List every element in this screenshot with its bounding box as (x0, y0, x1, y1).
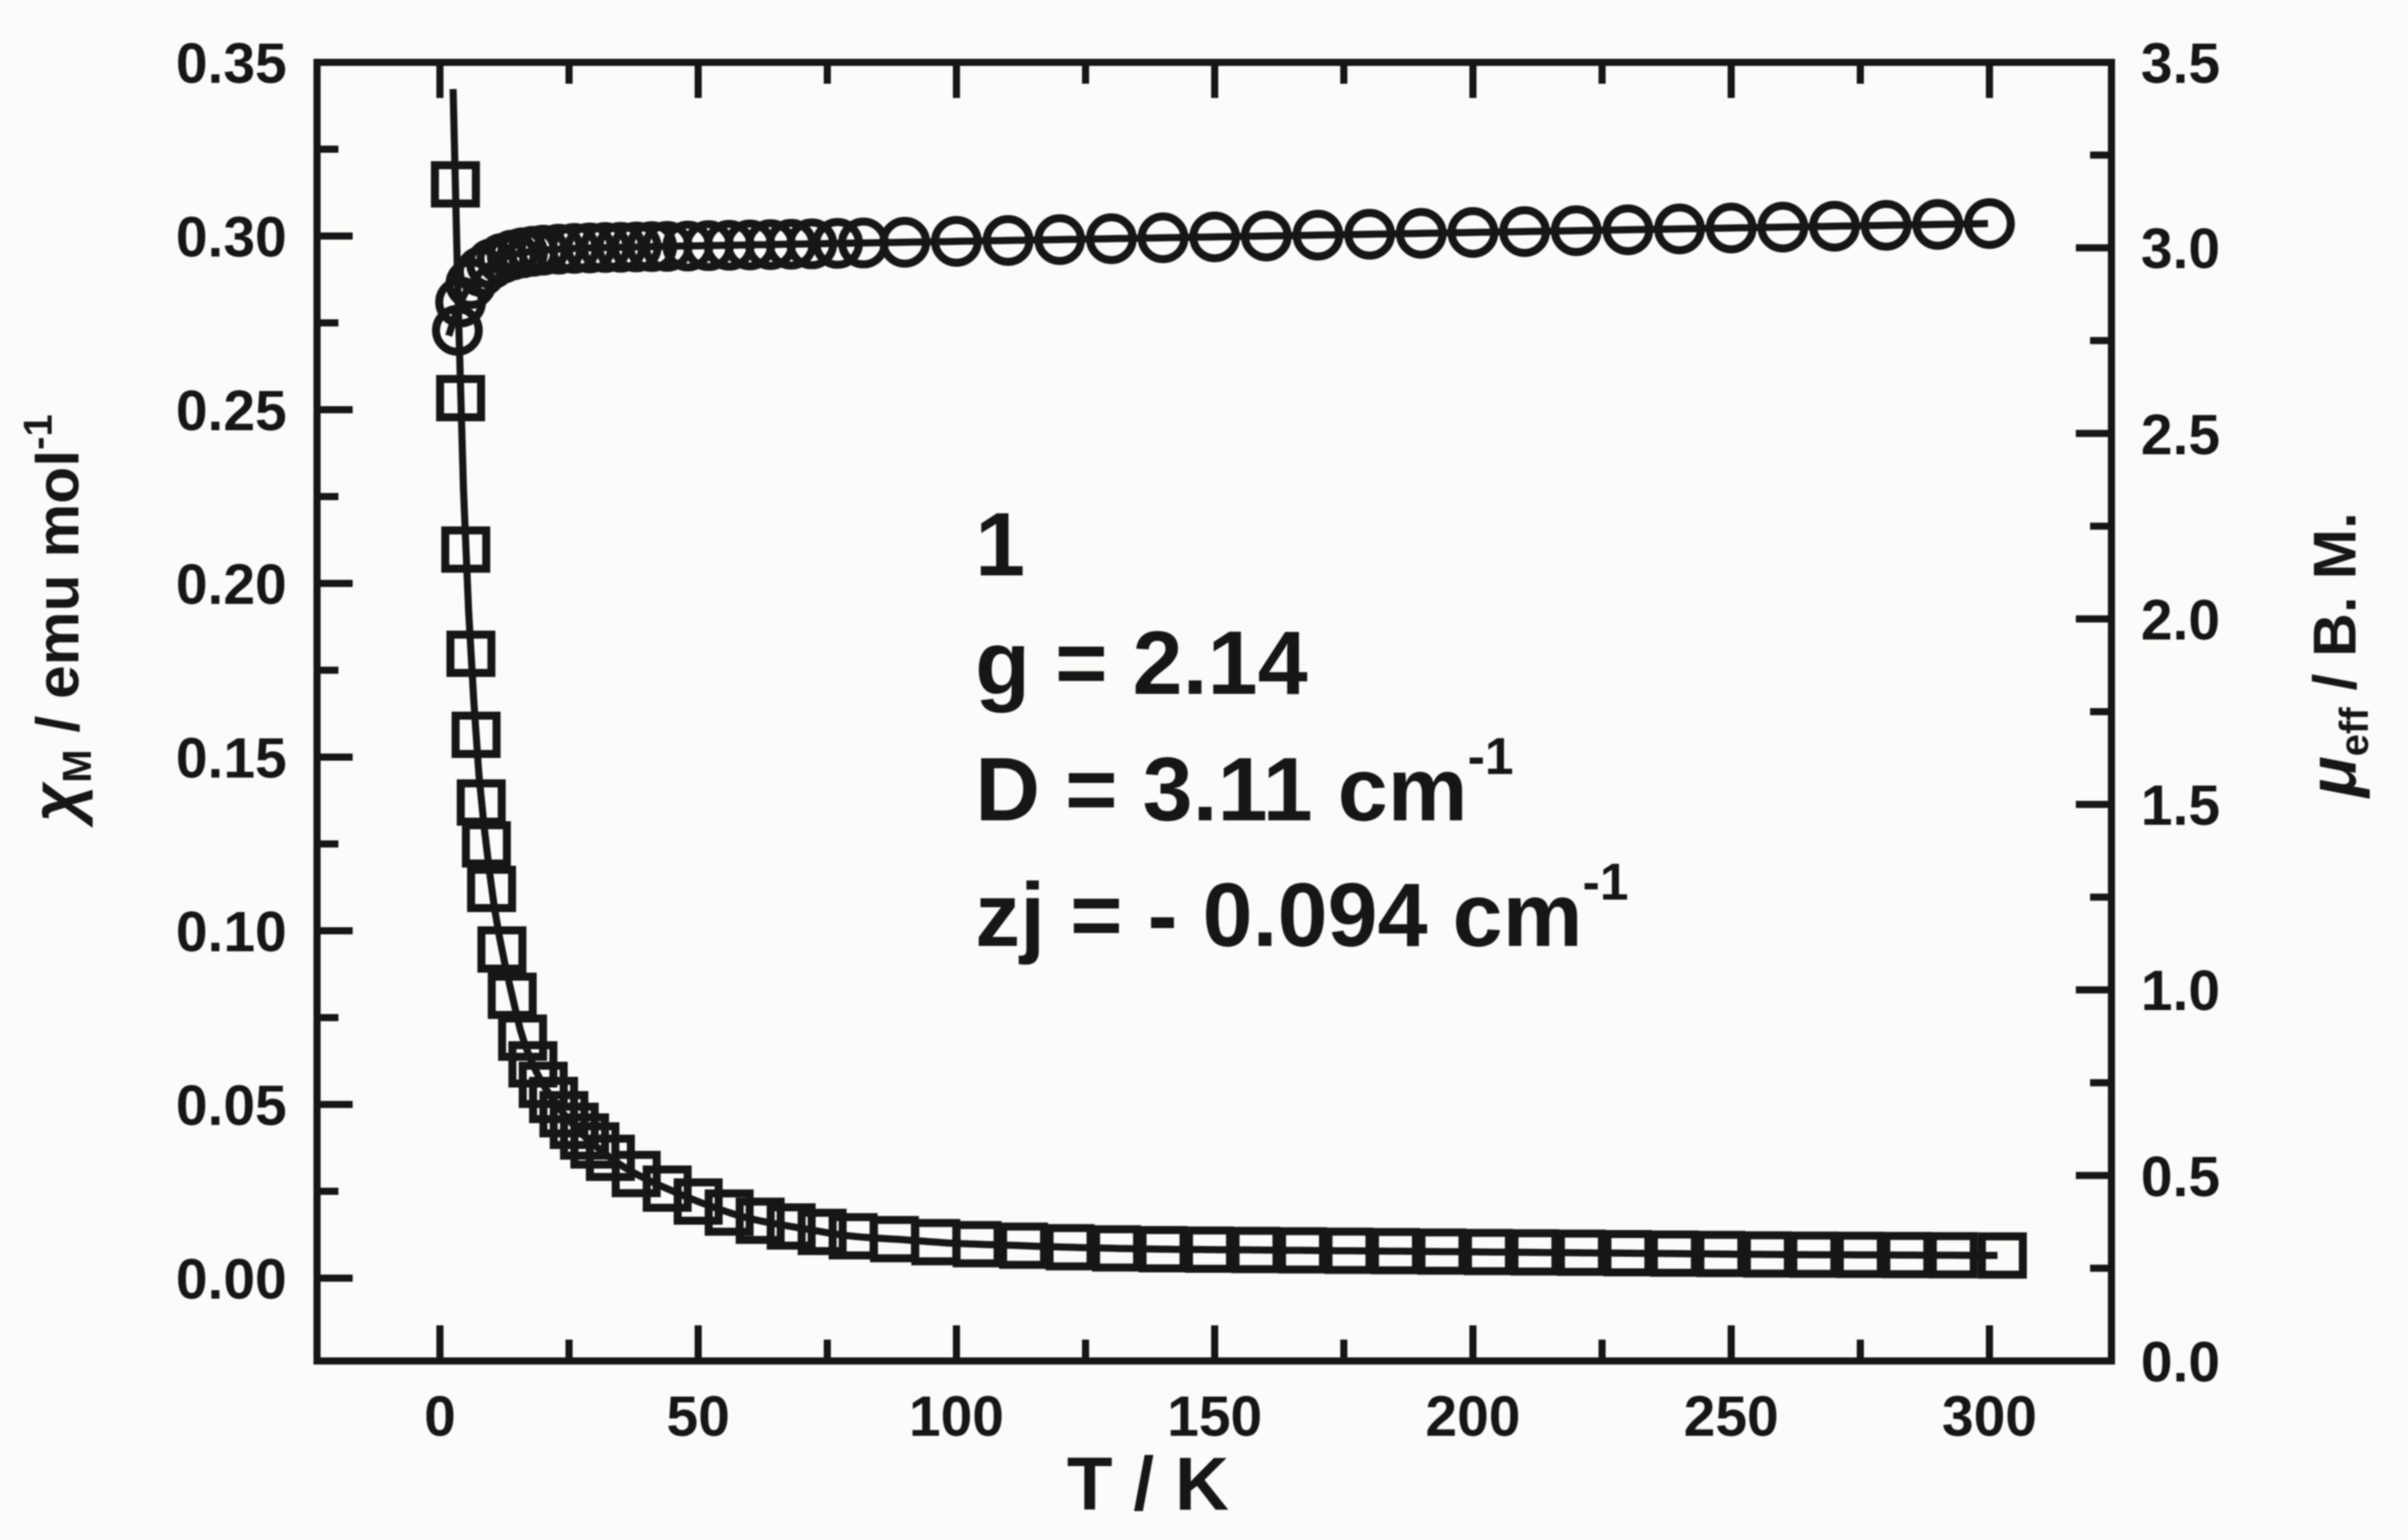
svg-text:0.10: 0.10 (175, 900, 287, 964)
svg-text:150: 150 (1167, 1384, 1263, 1448)
svg-text:0.15: 0.15 (175, 726, 287, 790)
svg-text:0: 0 (424, 1384, 456, 1448)
svg-text:250: 250 (1684, 1384, 1779, 1448)
svg-text:2.5: 2.5 (2141, 403, 2220, 467)
svg-text:zj = - 0.094 cm-1: zj = - 0.094 cm-1 (975, 853, 1629, 966)
svg-text:0.5: 0.5 (2141, 1145, 2220, 1209)
svg-text:2.0: 2.0 (2141, 588, 2220, 652)
svg-text:1.5: 1.5 (2141, 773, 2220, 837)
svg-text:g = 2.14: g = 2.14 (975, 614, 1307, 713)
svg-text:200: 200 (1426, 1384, 1521, 1448)
svg-text:0.35: 0.35 (175, 31, 287, 95)
svg-text:3.0: 3.0 (2141, 216, 2220, 281)
svg-text:0.05: 0.05 (175, 1073, 287, 1137)
svg-text:0.0: 0.0 (2141, 1330, 2220, 1394)
svg-text:300: 300 (1942, 1384, 2038, 1448)
svg-text:D = 3.11 cm-1: D = 3.11 cm-1 (975, 728, 1514, 840)
svg-text:T / K: T / K (1067, 1442, 1229, 1526)
svg-text:1: 1 (975, 495, 1025, 595)
svg-text:0.00: 0.00 (175, 1247, 287, 1311)
svg-text:χM / emu mol-1: χM / emu mol-1 (15, 414, 100, 828)
svg-text:0.25: 0.25 (175, 379, 287, 443)
svg-text:0.20: 0.20 (175, 552, 287, 616)
svg-text:50: 50 (666, 1384, 729, 1448)
svg-text:μeff / B. M.: μeff / B. M. (2295, 512, 2377, 799)
svg-text:0.30: 0.30 (175, 205, 287, 269)
svg-text:100: 100 (909, 1384, 1005, 1448)
svg-text:1.0: 1.0 (2141, 958, 2220, 1023)
svg-text:3.5: 3.5 (2141, 31, 2220, 95)
